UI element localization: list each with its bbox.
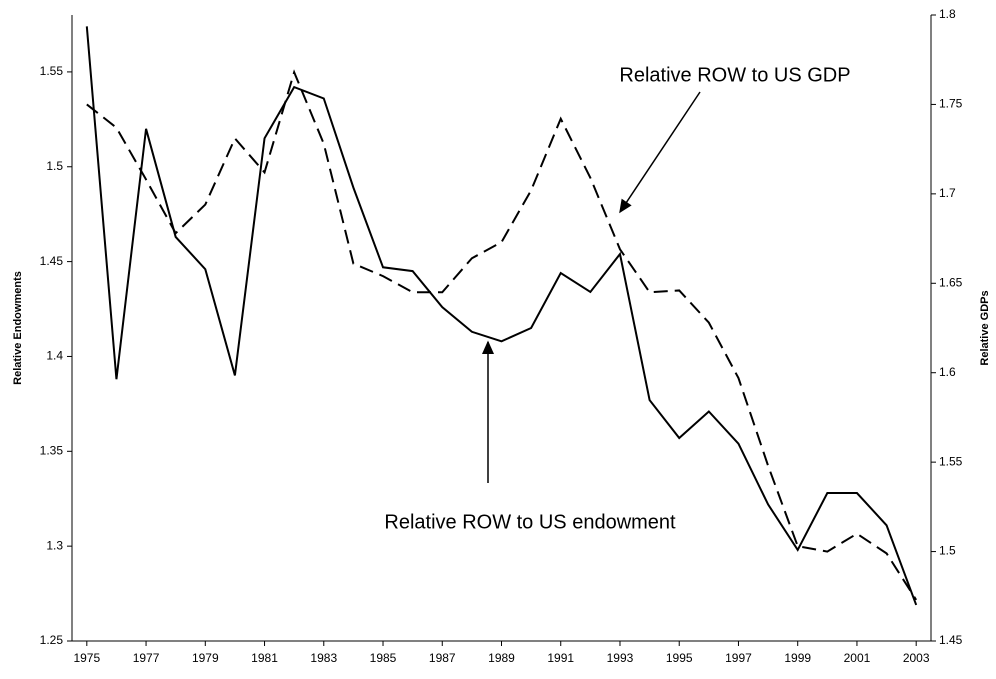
y2-tick-label: 1.45	[939, 633, 963, 647]
x-tick-label: 1999	[784, 651, 811, 665]
x-tick-label: 1979	[192, 651, 219, 665]
x-tick-label: 1987	[429, 651, 456, 665]
y2-tick-label: 1.65	[939, 275, 963, 289]
x-tick-label: 2003	[903, 651, 930, 665]
line-series	[86, 69, 918, 601]
annotation: Relative ROW to US GDP	[619, 64, 850, 86]
annotation-arrow	[619, 91, 701, 214]
x-tick-label: 1983	[310, 651, 337, 665]
y-tick-label: 1.5	[46, 159, 63, 173]
x-tick-label: 1993	[607, 651, 634, 665]
y2-tick-label: 1.5	[939, 544, 956, 558]
x-tick-label: 1975	[73, 651, 100, 665]
x-tick-label: 1997	[725, 651, 752, 665]
x-tick-label: 1981	[251, 651, 278, 665]
y-tick-label: 1.4	[46, 349, 63, 363]
y2-tick-label: 1.8	[939, 7, 956, 21]
y2-tick-label: 1.75	[939, 97, 963, 111]
x-tick-label: 1977	[133, 651, 160, 665]
y2-axis-title: Relative GDPs	[979, 290, 991, 365]
y2-tick-label: 1.55	[939, 454, 963, 468]
y-tick-label: 1.3	[46, 538, 63, 552]
y-tick-label: 1.45	[40, 254, 64, 268]
annotation: Relative ROW to US endowment	[384, 511, 676, 533]
x-tick-label: 2001	[844, 651, 871, 665]
x-tick-label: 1991	[547, 651, 574, 665]
x-tick-label: 1995	[666, 651, 693, 665]
y-tick-label: 1.35	[40, 443, 64, 457]
x-tick-label: 1989	[488, 651, 515, 665]
y2-tick-label: 1.7	[939, 186, 956, 200]
y2-tick-label: 1.6	[939, 365, 956, 379]
y-tick-label: 1.25	[40, 633, 64, 647]
y-tick-label: 1.55	[40, 64, 64, 78]
y-axis-title: Relative Endowments	[12, 271, 24, 385]
x-tick-label: 1985	[370, 651, 397, 665]
line-series	[85, 26, 918, 606]
